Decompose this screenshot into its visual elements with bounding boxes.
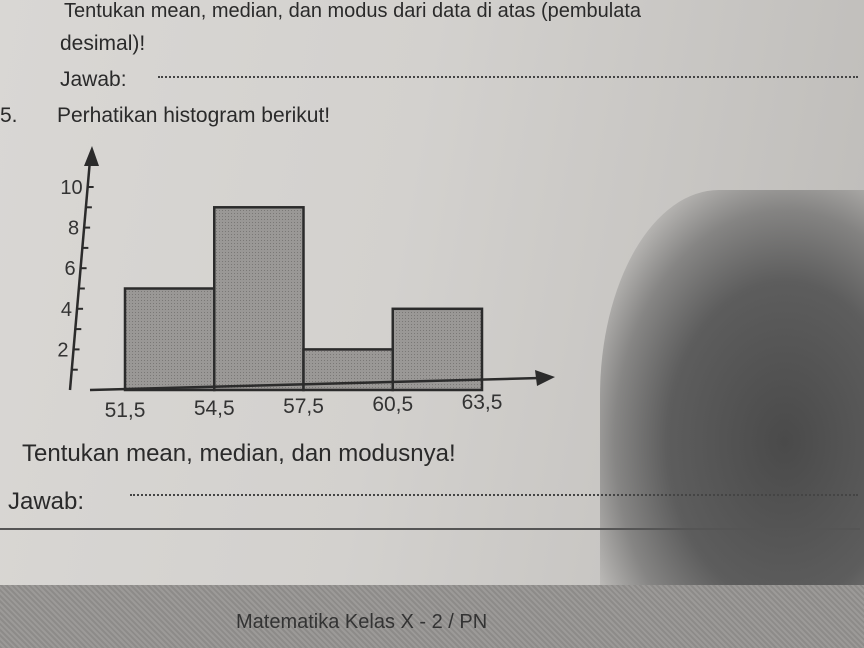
y-tick-label: 10 bbox=[60, 177, 82, 199]
x-tick-label: 60,5 bbox=[372, 393, 413, 416]
y-tick-label: 4 bbox=[61, 299, 72, 321]
x-axis-arrow-icon bbox=[535, 370, 555, 386]
footer-text: Matematika Kelas X - 2 / PN bbox=[236, 611, 488, 633]
answer-label: Jawab: bbox=[8, 488, 85, 515]
y-tick-label: 6 bbox=[64, 258, 75, 280]
histogram-bar bbox=[123, 287, 216, 392]
histogram-bar bbox=[391, 307, 484, 392]
question-instruction: Tentukan mean, median, dan modusnya! bbox=[22, 440, 456, 467]
previous-answer-line[interactable] bbox=[158, 76, 858, 78]
previous-answer-label: Jawab: bbox=[60, 68, 127, 91]
answer-line[interactable] bbox=[130, 494, 858, 496]
y-axis-arrow-icon bbox=[84, 146, 99, 166]
page-footer bbox=[0, 585, 864, 648]
y-tick-label: 2 bbox=[57, 339, 68, 361]
previous-question-line1: Tentukan mean, median, dan modus dari da… bbox=[64, 0, 642, 22]
x-tick-label: 63,5 bbox=[462, 391, 503, 414]
x-tick-label: 54,5 bbox=[194, 397, 235, 420]
x-axis bbox=[89, 376, 541, 392]
y-axis bbox=[68, 159, 92, 391]
divider-line bbox=[0, 528, 860, 530]
hand-shadow bbox=[600, 190, 864, 648]
x-tick-label: 57,5 bbox=[283, 395, 324, 418]
y-tick-label: 8 bbox=[68, 218, 79, 240]
question-number: 5. bbox=[0, 104, 18, 127]
x-tick-label: 51,5 bbox=[105, 399, 146, 422]
question-prompt: Perhatikan histogram berikut! bbox=[57, 104, 331, 127]
previous-question-line2: desimal)! bbox=[60, 32, 146, 55]
histogram-bar bbox=[213, 206, 305, 392]
